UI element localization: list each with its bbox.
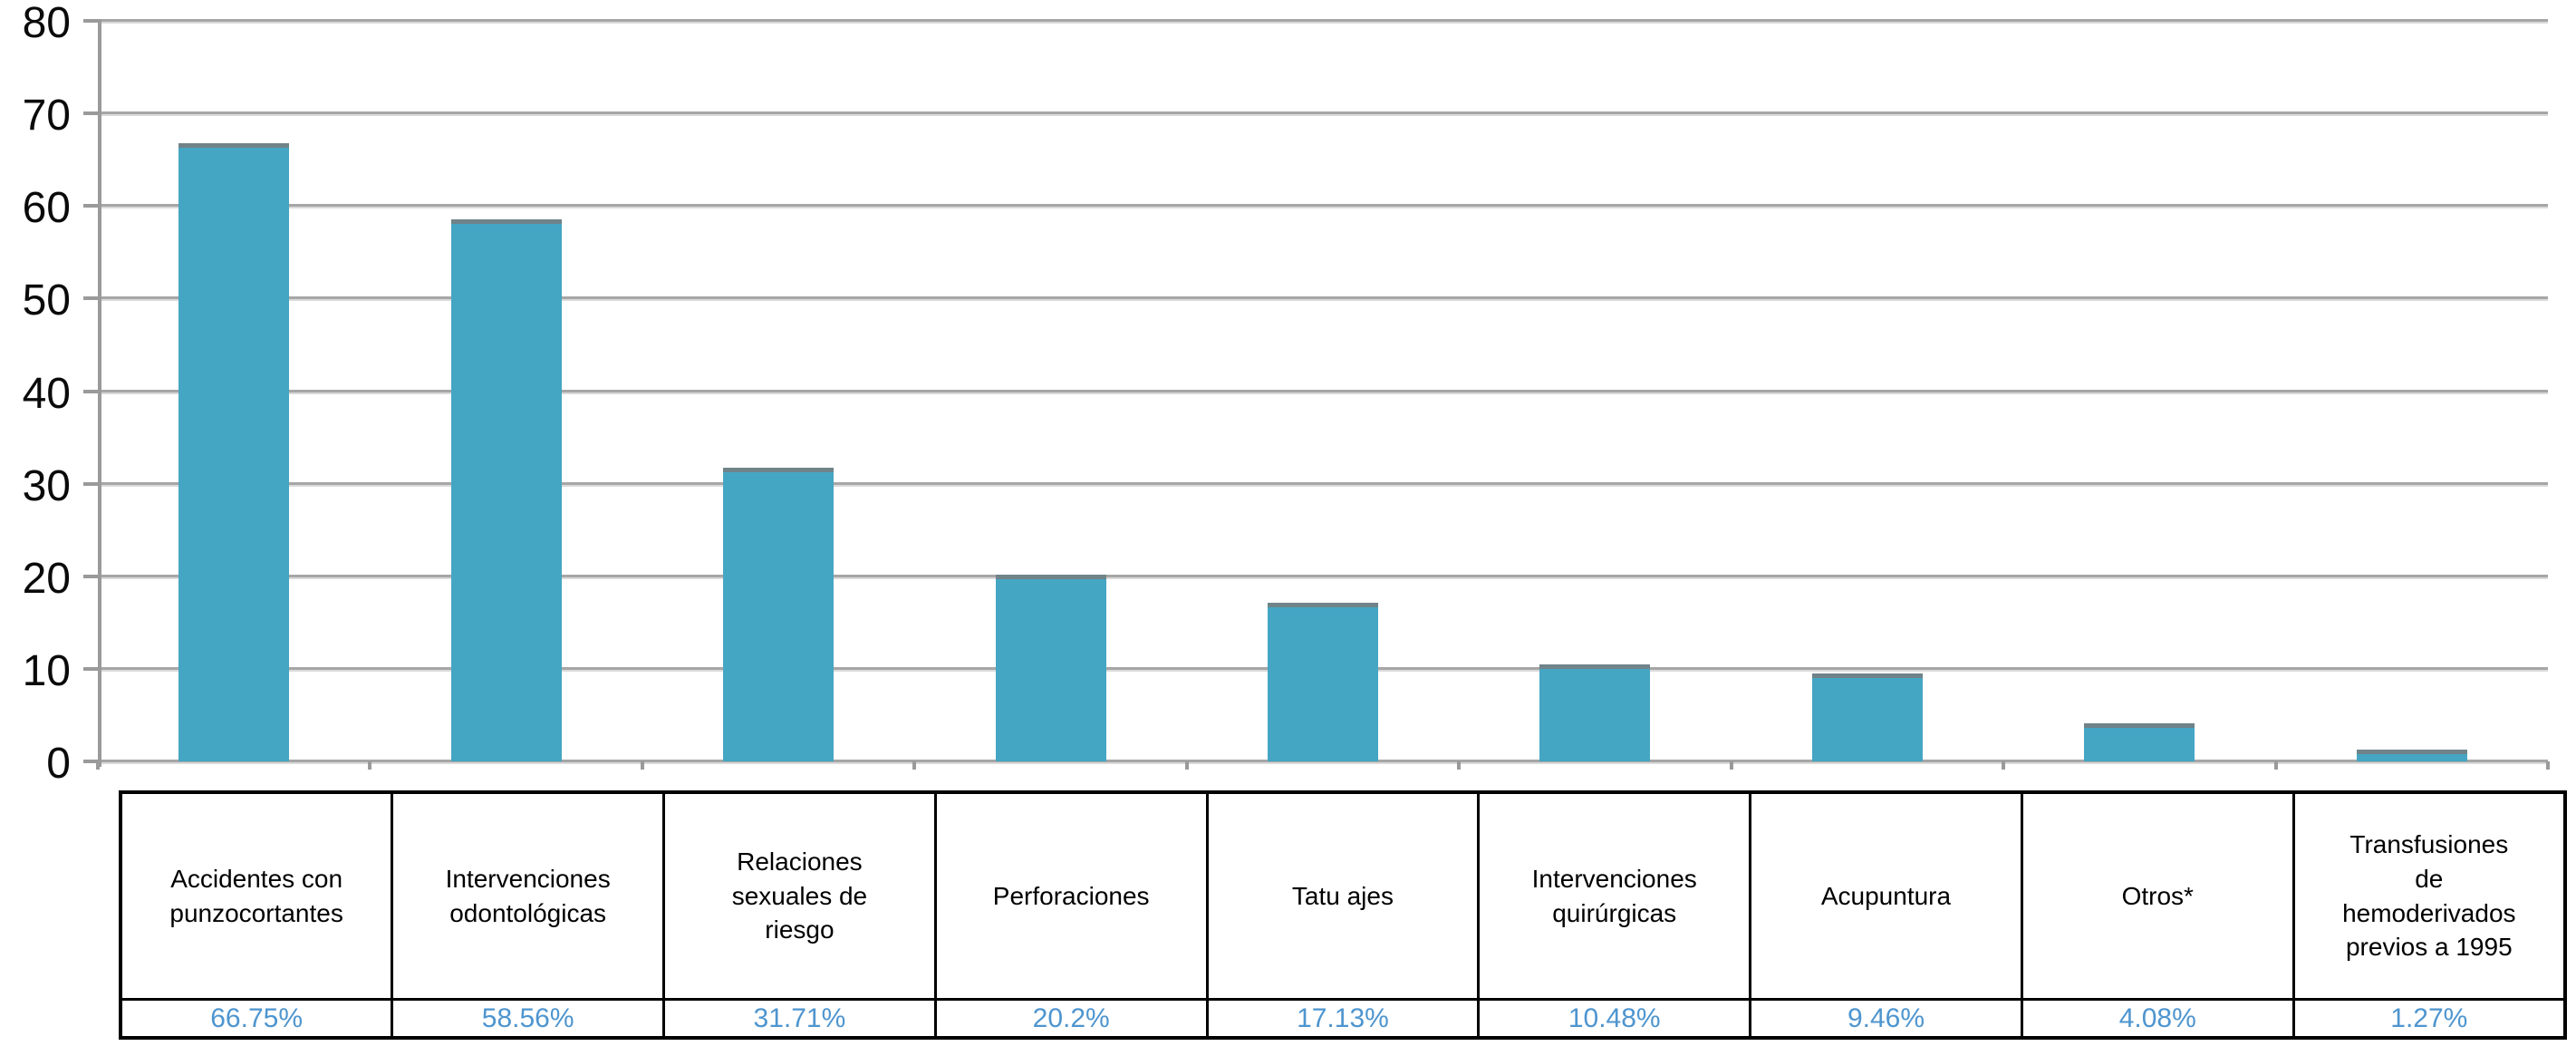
value-cell: 1.27% xyxy=(2291,998,2567,1040)
category-cell: Relaciones sexuales de riesgo xyxy=(662,790,937,1001)
gridline xyxy=(98,204,2548,209)
bar xyxy=(723,468,835,761)
y-axis-tick-label: 40 xyxy=(22,369,71,418)
y-axis-tick xyxy=(83,19,98,23)
category-value-table: Accidentes con punzocortantes Intervencio… xyxy=(119,790,2567,1040)
gridline xyxy=(98,389,2548,394)
y-axis-tick-label: 50 xyxy=(22,276,71,325)
y-axis-tick-label: 70 xyxy=(22,92,71,140)
x-axis-tick xyxy=(2273,761,2278,770)
value-row: 66.75% 58.56% 31.71% 20.2% 17.13% 10.48% 9.46%… xyxy=(119,998,2567,1040)
y-axis-tick xyxy=(83,389,98,393)
value-cell: 4.08% xyxy=(2020,998,2295,1040)
gridline xyxy=(98,760,2548,764)
value-cell: 9.46% xyxy=(1749,998,2023,1040)
category-cell: Tatu ajes xyxy=(1205,790,1481,1001)
category-cell: Intervenciones odontológicas xyxy=(391,790,666,1001)
category-cell: Transfusiones de hemoderivados previos a… xyxy=(2291,790,2567,1001)
y-axis-tick xyxy=(83,204,98,208)
bar xyxy=(450,218,562,761)
bar xyxy=(2084,723,2195,761)
gridline xyxy=(98,481,2548,487)
y-axis-tick xyxy=(83,760,98,763)
gridline xyxy=(98,296,2548,302)
y-axis-tick-label: 80 xyxy=(22,0,71,47)
value-cell: 66.75% xyxy=(119,998,394,1040)
y-axis-tick xyxy=(83,296,98,301)
value-cell: 20.2% xyxy=(933,998,1209,1040)
y-axis-tick xyxy=(83,481,98,486)
gridline xyxy=(98,111,2548,117)
bar xyxy=(178,143,290,761)
x-axis-tick xyxy=(1729,761,1733,770)
y-axis-tick-label: 60 xyxy=(22,184,71,233)
bar xyxy=(1811,673,1923,761)
y-axis-tick-label: 20 xyxy=(22,554,71,603)
bar xyxy=(995,574,1106,761)
x-axis-tick xyxy=(2002,761,2006,770)
category-cell: Perforaciones xyxy=(933,790,1209,1001)
value-cell: 10.48% xyxy=(1477,998,1752,1040)
gridline xyxy=(98,574,2548,579)
bar xyxy=(2356,750,2467,761)
category-cell: Intervenciones quirúrgicas xyxy=(1477,790,1752,1001)
y-axis-tick xyxy=(83,574,98,578)
x-axis-tick xyxy=(1184,761,1189,770)
y-axis-tick xyxy=(83,666,98,671)
category-cell: Otros* xyxy=(2020,790,2295,1001)
x-axis-tick xyxy=(1457,761,1462,770)
y-axis-tick-label: 10 xyxy=(22,646,71,695)
gridline xyxy=(98,19,2548,24)
y-axis-tick-label: 0 xyxy=(46,740,71,788)
bar xyxy=(1539,663,1651,761)
category-cell: Acupuntura xyxy=(1749,790,2023,1001)
y-axis-line xyxy=(98,19,101,767)
category-row: Accidentes con punzocortantes Intervencio… xyxy=(119,790,2567,1001)
x-axis-tick xyxy=(640,761,644,770)
value-cell: 17.13% xyxy=(1205,998,1481,1040)
x-axis-tick xyxy=(2546,761,2550,770)
x-axis-tick xyxy=(368,761,372,770)
value-cell: 58.56% xyxy=(391,998,666,1040)
x-axis-tick xyxy=(912,761,917,770)
y-axis-tick xyxy=(83,111,98,116)
bar xyxy=(1268,603,1378,761)
category-cell: Accidentes con punzocortantes xyxy=(119,790,394,1001)
x-axis-table: Accidentes con punzocortantes Intervencio… xyxy=(119,790,2567,1040)
value-cell: 31.71% xyxy=(662,998,937,1040)
y-axis-tick-label: 30 xyxy=(22,461,71,510)
